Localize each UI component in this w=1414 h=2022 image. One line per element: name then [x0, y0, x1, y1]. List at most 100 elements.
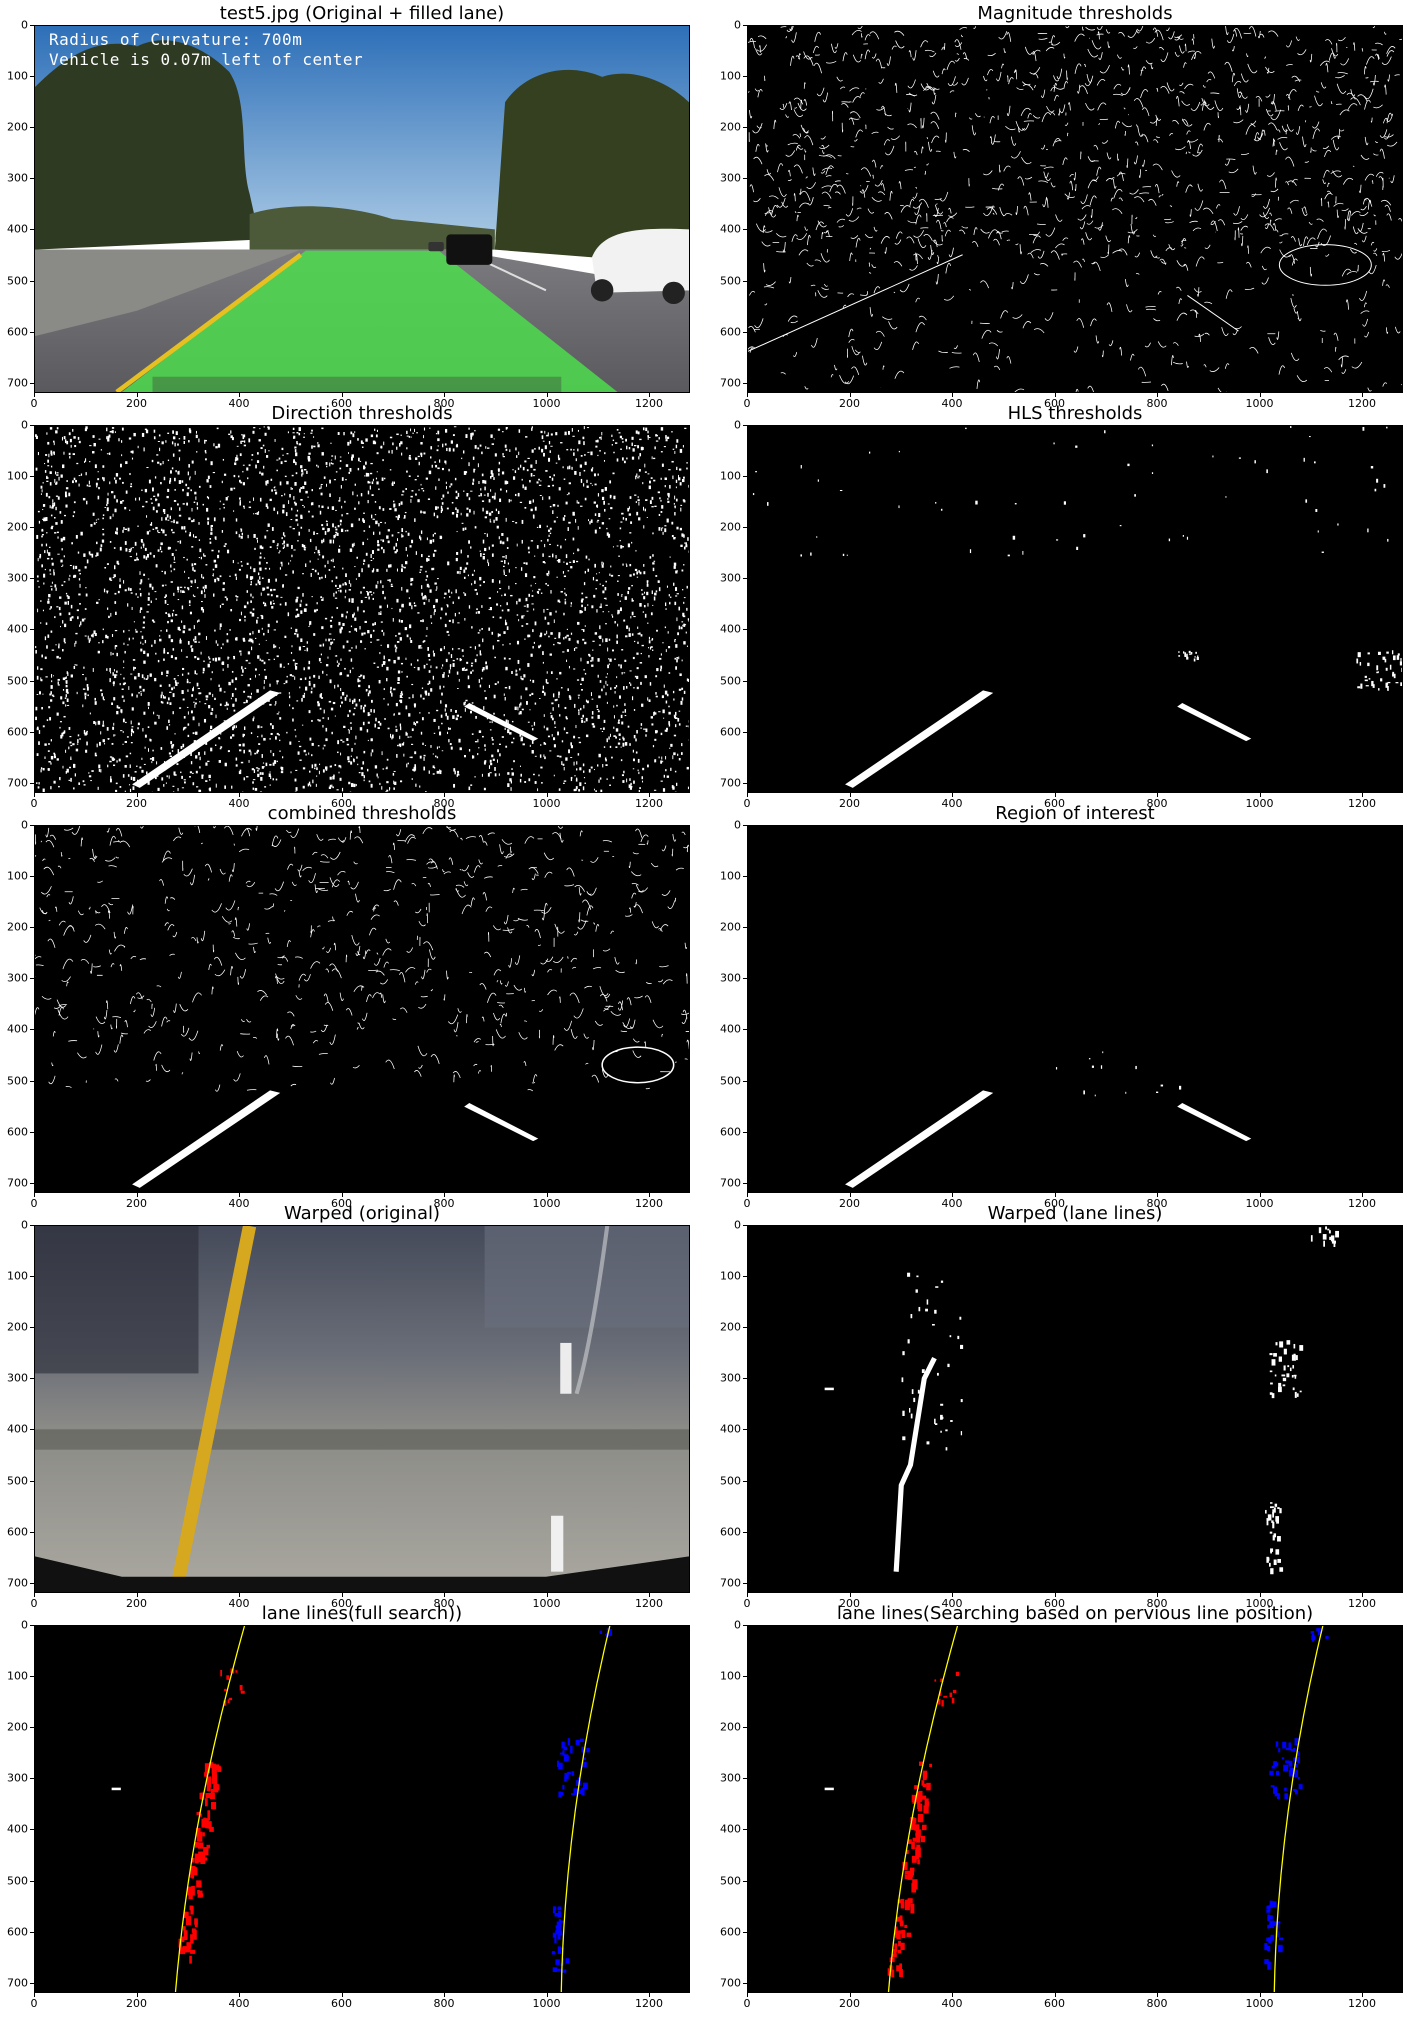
y-tick-label: 100 — [720, 869, 741, 883]
panel-magnitude: Magnitude thresholds 0 100 200 300 400 500 600… — [720, 3, 1403, 410]
x-tick-mark — [1157, 393, 1158, 397]
y-tick-mark — [743, 1327, 747, 1329]
y-tick-label: 100 — [7, 69, 28, 83]
panel-fit-prior-search: lane lines(Searching based on pervious l… — [720, 1603, 1403, 2010]
x-tick-mark — [952, 1593, 953, 1597]
x-tick-label: 600 — [1044, 1997, 1065, 2010]
y-tick-label: 500 — [720, 1874, 741, 1888]
x-tick-label: 800 — [433, 797, 455, 810]
y-tick-label: 700 — [7, 1576, 28, 1590]
y-tick-mark — [30, 127, 34, 129]
scene-roi — [845, 1051, 1252, 1188]
x-tick-mark — [849, 1193, 851, 1197]
y-tick-label: 200 — [7, 920, 28, 934]
y-tick-mark — [30, 731, 34, 733]
y-tick-label: 0 — [21, 818, 28, 832]
y-tick-mark — [743, 876, 747, 878]
y-tick-mark — [743, 1676, 747, 1678]
panel-title: combined thresholds — [267, 803, 457, 824]
y-tick-label: 700 — [7, 376, 28, 390]
x-tick-label: 800 — [1146, 797, 1168, 810]
y-tick-label: 200 — [7, 120, 28, 134]
x-tick-mark — [1054, 393, 1056, 397]
y-tick-label: 700 — [7, 1976, 28, 1990]
y-tick-label: 100 — [7, 869, 28, 883]
y-tick-label: 0 — [21, 1218, 28, 1232]
x-tick-mark — [1362, 1593, 1363, 1597]
y-tick-label: 200 — [7, 1720, 28, 1734]
panel-combined: combined thresholds 0 100 200 300 400 500 600 7… — [7, 803, 690, 1210]
x-tick-mark — [1157, 1993, 1158, 1997]
x-tick-label: 1000 — [532, 1197, 561, 1210]
panel-title: lane lines(full search)) — [261, 1603, 463, 1624]
x-tick-mark — [849, 393, 851, 397]
y-tick-mark — [743, 1276, 747, 1278]
x-tick-label: 600 — [1044, 1197, 1065, 1210]
x-tick-label: 0 — [30, 1997, 38, 2010]
x-tick-mark — [1259, 1993, 1261, 1997]
y-tick-label: 400 — [720, 622, 741, 636]
y-tick-label: 0 — [734, 818, 741, 832]
x-tick-label: 0 — [743, 1597, 751, 1610]
y-tick-mark — [743, 178, 747, 180]
x-tick-mark — [546, 1593, 548, 1597]
y-tick-mark — [743, 1029, 747, 1031]
y-tick-mark — [30, 1778, 34, 1780]
x-tick-label: 1200 — [1348, 1197, 1376, 1210]
y-tick-mark — [30, 476, 34, 478]
x-tick-label: 0 — [30, 397, 38, 410]
y-tick-mark — [743, 578, 747, 580]
y-tick-mark — [743, 927, 747, 929]
y-tick-mark — [30, 1080, 34, 1082]
y-tick-label: 200 — [720, 120, 741, 134]
x-tick-mark — [747, 1593, 748, 1597]
x-tick-label: 400 — [228, 1197, 250, 1210]
y-tick-mark — [30, 1982, 34, 1984]
y-tick-label: 600 — [720, 1525, 741, 1539]
y-tick-label: 500 — [720, 674, 741, 688]
x-tick-mark — [239, 1193, 240, 1197]
y-tick-label: 300 — [7, 1771, 28, 1785]
x-tick-label: 400 — [941, 1597, 963, 1610]
x-tick-label: 400 — [228, 1597, 250, 1610]
x-tick-mark — [849, 1593, 851, 1597]
y-tick-label: 100 — [7, 1669, 28, 1683]
x-tick-label: 200 — [839, 797, 860, 810]
x-tick-mark — [546, 393, 548, 397]
x-tick-label: 1200 — [1348, 397, 1376, 410]
x-tick-mark — [952, 793, 953, 797]
y-tick-mark — [30, 1829, 34, 1831]
x-tick-mark — [136, 1193, 138, 1197]
y-tick-label: 200 — [7, 520, 28, 534]
y-tick-mark — [743, 1531, 747, 1533]
y-tick-mark — [30, 1727, 34, 1729]
panel-fit-full-search: lane lines(full search)) 0 100 200 300 400 50… — [7, 1603, 690, 2010]
y-tick-mark — [30, 425, 34, 426]
y-tick-mark — [30, 1029, 34, 1031]
panel-title: HLS thresholds — [1007, 403, 1143, 424]
y-tick-label: 100 — [7, 1269, 28, 1283]
x-tick-label: 200 — [126, 1997, 147, 2010]
y-tick-label: 700 — [7, 776, 28, 790]
y-tick-label: 600 — [7, 1925, 28, 1939]
y-tick-label: 400 — [7, 222, 28, 236]
y-tick-label: 700 — [720, 376, 741, 390]
y-tick-label: 600 — [720, 725, 741, 739]
x-tick-label: 800 — [1146, 1997, 1168, 2010]
x-tick-label: 0 — [743, 1197, 751, 1210]
x-tick-label: 600 — [1044, 397, 1065, 410]
x-tick-label: 200 — [839, 397, 860, 410]
x-tick-label: 1000 — [1245, 397, 1274, 410]
x-tick-label: 0 — [743, 1997, 751, 2010]
y-tick-mark — [743, 425, 747, 426]
y-tick-mark — [30, 1676, 34, 1678]
y-tick-mark — [743, 229, 747, 231]
x-tick-label: 600 — [331, 1597, 352, 1610]
x-tick-label: 1200 — [635, 1997, 663, 2010]
x-tick-label: 1000 — [1245, 1597, 1274, 1610]
image-hls — [747, 425, 1403, 793]
y-tick-mark — [743, 1829, 747, 1831]
y-tick-mark — [30, 1378, 34, 1380]
x-tick-label: 200 — [126, 1597, 147, 1610]
y-tick-mark — [30, 382, 34, 384]
